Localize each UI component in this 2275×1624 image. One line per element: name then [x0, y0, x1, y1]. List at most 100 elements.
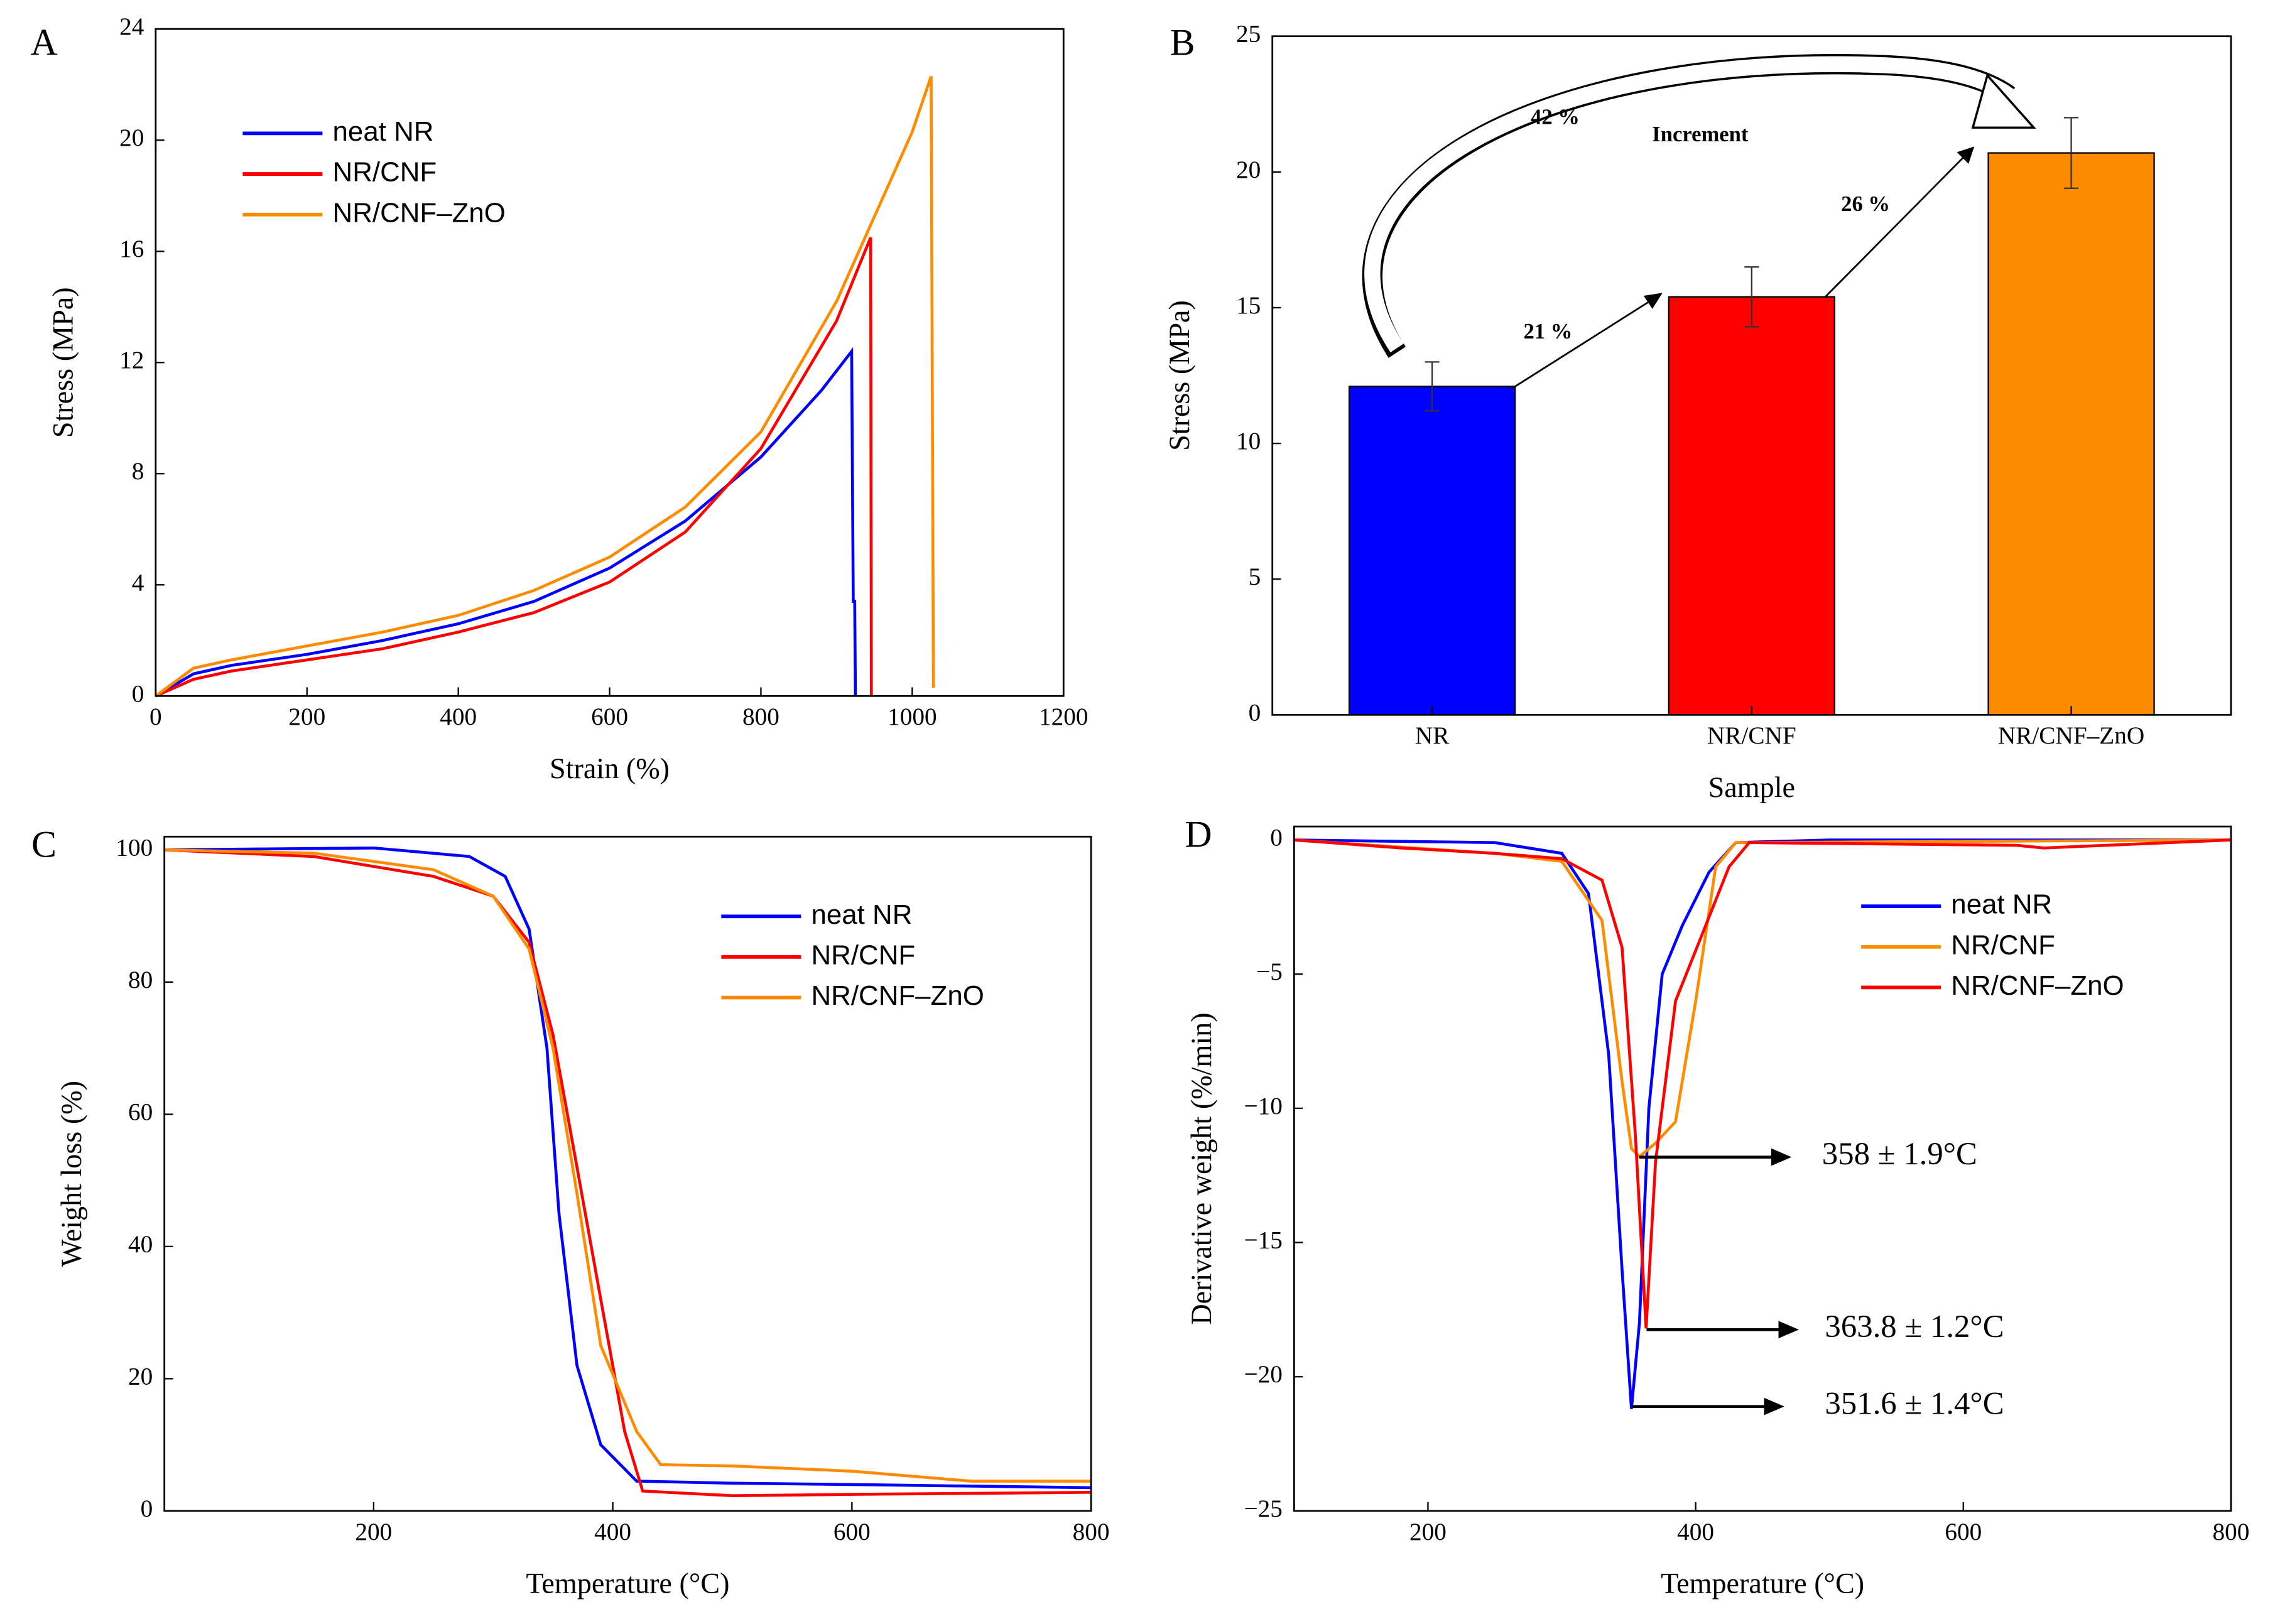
y-tick-label: 25 — [1236, 21, 1261, 48]
y-tick-label: 20 — [119, 124, 144, 151]
curved-arrow-inner — [1364, 56, 2014, 353]
x-axis-label: Temperature (°C) — [526, 1567, 729, 1600]
annotation: 26 % — [1841, 192, 1890, 216]
legend-label: NR/CNF — [333, 157, 437, 188]
legend-label: NR/CNF — [811, 939, 915, 970]
plot-frame — [1293, 825, 2232, 1512]
series-line — [155, 237, 873, 698]
x-tick-label: 600 — [1945, 1518, 1982, 1546]
x-tick-label: 800 — [742, 703, 779, 730]
error-bar — [2064, 117, 2079, 189]
arrow — [1511, 298, 1654, 389]
x-tick-label: NR — [1415, 722, 1450, 749]
y-tick-label: 0 — [1270, 824, 1283, 851]
arrow — [1824, 154, 1967, 298]
y-tick-label: 100 — [116, 834, 153, 861]
annotation: 21 % — [1523, 320, 1572, 344]
x-tick-label: 800 — [1073, 1518, 1110, 1546]
series-line — [155, 75, 935, 698]
y-tick-label: 80 — [128, 966, 153, 993]
series-line — [1294, 838, 2232, 1329]
y-tick-label: 40 — [128, 1231, 153, 1258]
annotation: 351.6 ± 1.4°C — [1825, 1385, 2004, 1421]
annotation: 42 % — [1531, 105, 1580, 129]
arrow-head — [1771, 1148, 1792, 1166]
y-tick-label: 15 — [1236, 292, 1261, 319]
y-tick-label: −10 — [1244, 1093, 1283, 1120]
x-tick-label: 200 — [288, 703, 325, 730]
x-tick-label: NR/CNF–ZnO — [1998, 722, 2144, 749]
y-tick-label: 0 — [1249, 699, 1261, 726]
legend-label: neat NR — [811, 899, 912, 930]
bar — [1987, 152, 2155, 716]
panel-label: D — [1185, 813, 1212, 855]
y-axis-label: Stress (MPa) — [46, 287, 79, 438]
y-tick-label: 5 — [1249, 563, 1261, 590]
y-tick-label: 20 — [1236, 156, 1261, 183]
y-tick-label: −25 — [1244, 1495, 1283, 1522]
x-tick-label: 400 — [594, 1518, 631, 1546]
legend-label: neat NR — [333, 116, 434, 147]
y-tick-label: 10 — [1236, 428, 1261, 455]
arrow-head — [1971, 73, 2036, 129]
legend-label: NR/CNF–ZnO — [333, 197, 506, 228]
y-tick-label: −15 — [1244, 1227, 1283, 1254]
series-line — [1294, 838, 2231, 1409]
legend-label: NR/CNF–ZnO — [811, 980, 984, 1011]
series-line — [164, 848, 1092, 1483]
x-tick-label: 200 — [355, 1518, 392, 1546]
x-axis-label: Sample — [1708, 771, 1795, 803]
x-tick-label: 1000 — [888, 703, 937, 730]
error-bar — [1425, 361, 1440, 412]
x-tick-label: 400 — [1677, 1518, 1714, 1546]
bar — [1668, 296, 1835, 716]
y-tick-label: 60 — [128, 1098, 153, 1125]
y-tick-label: 12 — [119, 347, 144, 374]
y-tick-label: 24 — [119, 13, 144, 40]
x-tick-label: 600 — [591, 703, 628, 730]
x-axis-label: Strain (%) — [550, 752, 670, 784]
y-tick-label: 20 — [128, 1363, 153, 1390]
series-line — [164, 846, 1092, 1490]
arrow-head — [1778, 1321, 1799, 1339]
x-tick-label: 400 — [440, 703, 477, 730]
y-axis-label: Stress (MPa) — [1163, 300, 1195, 451]
arrow-head — [1764, 1397, 1784, 1416]
series-line — [155, 347, 857, 698]
bar — [1348, 386, 1516, 716]
panel-label: B — [1170, 22, 1195, 63]
y-tick-label: 8 — [132, 458, 144, 485]
x-tick-label: 200 — [1409, 1518, 1447, 1546]
error-bar — [1744, 266, 1759, 328]
legend-label: neat NR — [1951, 889, 2052, 920]
x-axis-label: Temperature (°C) — [1661, 1567, 1864, 1600]
x-tick-label: NR/CNF — [1707, 722, 1796, 749]
legend-label: NR/CNF — [1951, 929, 2055, 960]
annotation: Increment — [1652, 122, 1749, 146]
x-tick-label: 800 — [2212, 1518, 2249, 1546]
plot-frame — [1271, 35, 2232, 716]
x-tick-label: 1200 — [1039, 703, 1089, 730]
x-tick-label: 0 — [149, 703, 162, 730]
annotation: 358 ± 1.9°C — [1822, 1136, 1977, 1171]
panel-label: A — [30, 22, 57, 63]
y-tick-label: 0 — [132, 680, 144, 707]
y-tick-label: 0 — [141, 1495, 153, 1522]
y-axis-label: Derivative weight (%/min) — [1185, 1012, 1217, 1324]
x-tick-label: 600 — [833, 1518, 871, 1546]
y-tick-label: 16 — [119, 235, 144, 263]
series-line — [164, 848, 1092, 1497]
y-axis-label: Weight loss (%) — [55, 1081, 87, 1267]
y-tick-label: 4 — [132, 569, 144, 596]
annotation: 363.8 ± 1.2°C — [1825, 1309, 2004, 1344]
arrow-head — [1957, 146, 1975, 164]
y-tick-label: −20 — [1244, 1361, 1283, 1388]
panel-label: C — [31, 824, 57, 865]
arrow-head — [1643, 293, 1663, 309]
legend-label: NR/CNF–ZnO — [1951, 970, 2124, 1001]
y-tick-label: −5 — [1256, 958, 1283, 985]
plot-frame — [155, 28, 1065, 697]
plot-frame — [163, 835, 1092, 1512]
